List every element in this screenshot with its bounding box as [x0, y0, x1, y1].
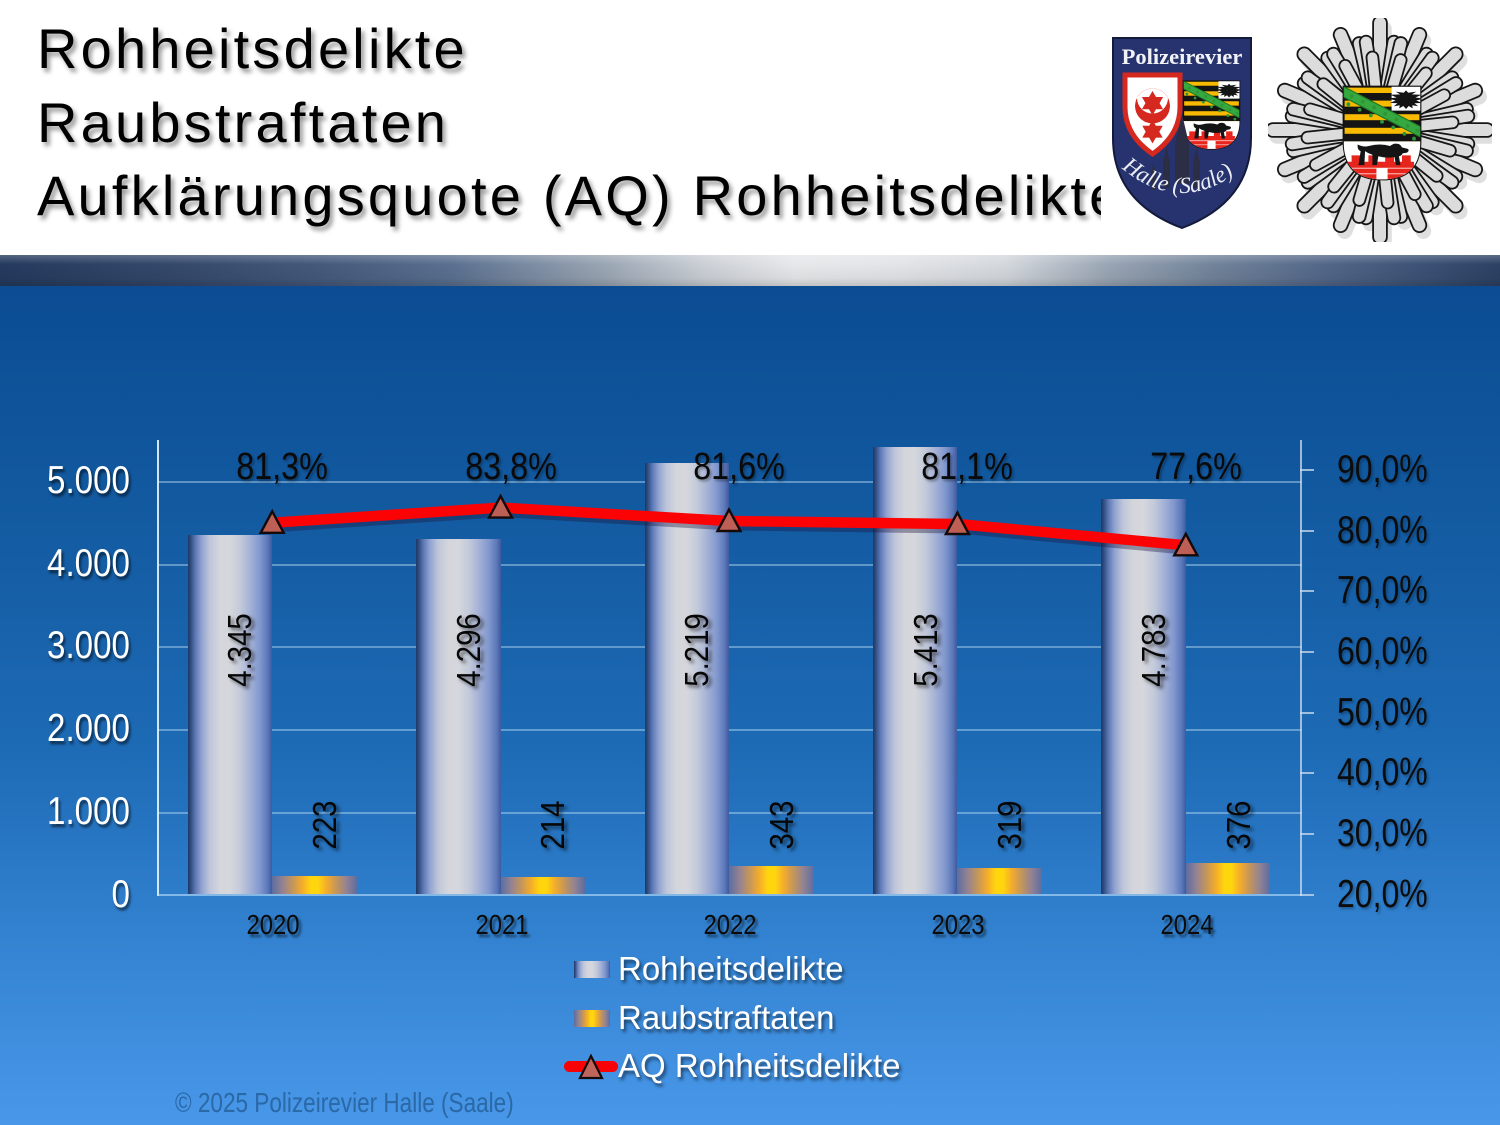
svg-text:Polizeirevier: Polizeirevier — [1122, 44, 1243, 69]
